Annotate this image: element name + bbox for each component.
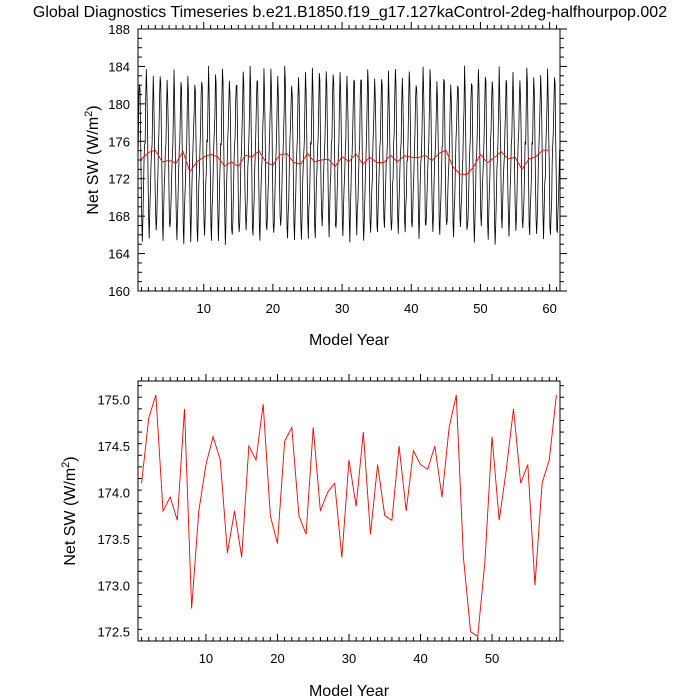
top-x-tick-label: 60: [542, 301, 556, 316]
bottom-y-axis-title: Net SW (W/m2): [60, 456, 79, 565]
top-x-tick-label: 20: [266, 301, 280, 316]
top-y-tick-label: 160: [108, 284, 130, 299]
bottom-x-tick-label: 30: [342, 651, 356, 666]
bottom-x-tick-label: 50: [485, 651, 499, 666]
bottom-plot-frame: [137, 380, 561, 642]
bottom-y-tick-label: 175.0: [97, 393, 130, 408]
top-x-tick-label: 50: [473, 301, 487, 316]
top-y-tick-label: 176: [108, 134, 130, 149]
top-series-monthly-line: [137, 65, 561, 245]
top-x-axis-title: Model Year: [309, 332, 390, 349]
top-x-tick-label: 40: [404, 301, 418, 316]
top-y-tick-label: 180: [108, 97, 130, 112]
top-y-tick-label: 168: [108, 209, 130, 224]
bottom-y-tick-label: 174.5: [97, 439, 130, 454]
bottom-x-tick-label: 10: [199, 651, 213, 666]
top-y-tick-label: 172: [108, 172, 130, 187]
top-y-axis-title: Net SW (W/m2): [83, 105, 102, 214]
bottom-y-tick-label: 173.0: [97, 578, 130, 593]
bottom-y-tick-label: 174.0: [97, 485, 130, 500]
top-y-tick-label: 184: [108, 59, 130, 74]
top-series-annual-line: [141, 149, 550, 175]
bottom-x-tick-label: 20: [270, 651, 284, 666]
bottom-x-tick-label: 40: [413, 651, 427, 666]
bottom-x-axis-title: Model Year: [309, 683, 390, 700]
bottom-y-tick-label: 173.5: [97, 532, 130, 547]
top-y-tick-label: 188: [108, 22, 130, 37]
top-plot-frame: [137, 28, 561, 292]
bottom-y-tick-label: 172.5: [97, 625, 130, 640]
bottom-series-annual-line: [141, 394, 557, 638]
top-x-tick-label: 30: [335, 301, 349, 316]
top-x-tick-label: 10: [196, 301, 210, 316]
chart-title: Global Diagnostics Timeseries b.e21.B185…: [32, 4, 668, 21]
top-y-tick-label: 164: [108, 247, 130, 262]
